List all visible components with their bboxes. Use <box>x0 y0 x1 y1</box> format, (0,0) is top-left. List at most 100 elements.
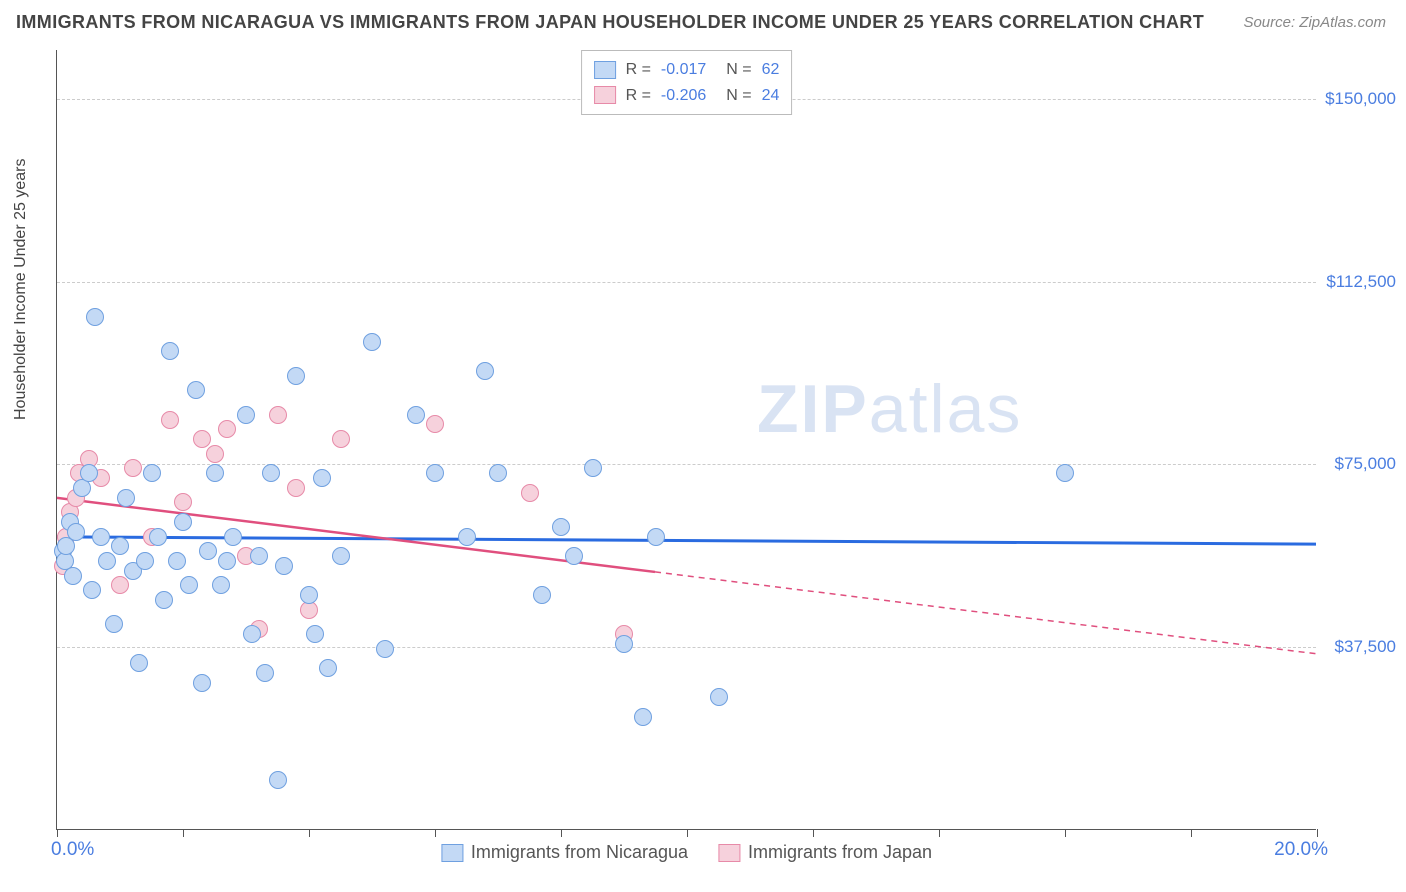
x-tick <box>561 829 562 837</box>
scatter-point-japan <box>206 445 224 463</box>
scatter-point-japan <box>218 420 236 438</box>
scatter-point-nicaragua <box>533 586 551 604</box>
scatter-point-japan <box>269 406 287 424</box>
scatter-point-nicaragua <box>552 518 570 536</box>
watermark-atlas: atlas <box>869 371 1023 447</box>
gridline <box>57 464 1316 465</box>
n-label: N = <box>726 83 751 109</box>
source-label: Source: ZipAtlas.com <box>1243 14 1386 31</box>
scatter-point-nicaragua <box>363 333 381 351</box>
scatter-point-nicaragua <box>67 523 85 541</box>
scatter-point-japan <box>426 415 444 433</box>
swatch-japan <box>594 86 616 104</box>
scatter-point-japan <box>111 576 129 594</box>
scatter-point-japan <box>332 430 350 448</box>
scatter-point-nicaragua <box>458 528 476 546</box>
x-tick <box>1317 829 1318 837</box>
scatter-point-nicaragua <box>224 528 242 546</box>
scatter-point-nicaragua <box>83 581 101 599</box>
n-label: N = <box>726 57 751 83</box>
scatter-point-nicaragua <box>269 771 287 789</box>
y-tick-label: $112,500 <box>1326 272 1396 292</box>
scatter-point-nicaragua <box>155 591 173 609</box>
watermark-zip: ZIP <box>757 371 869 447</box>
scatter-point-nicaragua <box>489 464 507 482</box>
scatter-point-nicaragua <box>206 464 224 482</box>
scatter-point-nicaragua <box>332 547 350 565</box>
scatter-point-nicaragua <box>218 552 236 570</box>
scatter-point-nicaragua <box>117 489 135 507</box>
scatter-point-nicaragua <box>193 674 211 692</box>
scatter-point-nicaragua <box>105 615 123 633</box>
trend-line-nicaragua <box>57 537 1316 544</box>
scatter-point-nicaragua <box>615 635 633 653</box>
scatter-point-nicaragua <box>80 464 98 482</box>
chart-plot-area: ZIPatlas $37,500$75,000$112,500$150,000 … <box>56 50 1316 830</box>
scatter-point-nicaragua <box>237 406 255 424</box>
scatter-point-nicaragua <box>136 552 154 570</box>
scatter-point-nicaragua <box>64 567 82 585</box>
r-value-nicaragua: -0.017 <box>661 57 706 83</box>
correlation-row-nicaragua: R = -0.017 N = 62 <box>594 57 780 83</box>
scatter-point-nicaragua <box>149 528 167 546</box>
legend-label-japan: Immigrants from Japan <box>748 842 932 863</box>
gridline <box>57 282 1316 283</box>
x-axis-end-label: 20.0% <box>1274 839 1328 861</box>
scatter-point-nicaragua <box>287 367 305 385</box>
scatter-point-japan <box>124 459 142 477</box>
x-tick <box>939 829 940 837</box>
scatter-point-nicaragua <box>634 708 652 726</box>
watermark: ZIPatlas <box>757 370 1022 448</box>
x-tick <box>1065 829 1066 837</box>
trend-line-japan-dashed <box>655 572 1316 654</box>
scatter-point-japan <box>174 493 192 511</box>
scatter-point-nicaragua <box>710 688 728 706</box>
x-tick <box>183 829 184 837</box>
legend-item-japan: Immigrants from Japan <box>718 842 932 863</box>
r-value-japan: -0.206 <box>661 83 706 109</box>
scatter-point-nicaragua <box>92 528 110 546</box>
chart-title: IMMIGRANTS FROM NICARAGUA VS IMMIGRANTS … <box>16 12 1204 33</box>
scatter-point-nicaragua <box>174 513 192 531</box>
y-tick-label: $75,000 <box>1335 454 1396 474</box>
y-tick-label: $37,500 <box>1335 637 1396 657</box>
legend-label-nicaragua: Immigrants from Nicaragua <box>471 842 688 863</box>
y-axis-label: Householder Income Under 25 years <box>12 159 30 420</box>
x-tick <box>813 829 814 837</box>
scatter-point-nicaragua <box>143 464 161 482</box>
x-tick <box>309 829 310 837</box>
scatter-point-nicaragua <box>275 557 293 575</box>
trend-lines <box>57 50 1316 829</box>
n-value-japan: 24 <box>762 83 780 109</box>
scatter-point-nicaragua <box>476 362 494 380</box>
scatter-point-nicaragua <box>161 342 179 360</box>
scatter-point-nicaragua <box>262 464 280 482</box>
scatter-point-nicaragua <box>86 308 104 326</box>
scatter-point-nicaragua <box>376 640 394 658</box>
scatter-point-japan <box>161 411 179 429</box>
x-tick <box>687 829 688 837</box>
swatch-nicaragua <box>594 61 616 79</box>
scatter-point-nicaragua <box>306 625 324 643</box>
scatter-point-nicaragua <box>647 528 665 546</box>
scatter-point-japan <box>287 479 305 497</box>
swatch-nicaragua <box>441 844 463 862</box>
scatter-point-nicaragua <box>1056 464 1074 482</box>
scatter-point-nicaragua <box>256 664 274 682</box>
x-tick <box>435 829 436 837</box>
y-tick-label: $150,000 <box>1325 89 1396 109</box>
scatter-point-nicaragua <box>584 459 602 477</box>
scatter-point-nicaragua <box>300 586 318 604</box>
scatter-point-nicaragua <box>426 464 444 482</box>
scatter-point-nicaragua <box>130 654 148 672</box>
x-tick <box>1191 829 1192 837</box>
scatter-point-nicaragua <box>199 542 217 560</box>
scatter-point-nicaragua <box>319 659 337 677</box>
scatter-point-nicaragua <box>313 469 331 487</box>
n-value-nicaragua: 62 <box>762 57 780 83</box>
correlation-row-japan: R = -0.206 N = 24 <box>594 83 780 109</box>
scatter-point-nicaragua <box>168 552 186 570</box>
x-tick <box>57 829 58 837</box>
scatter-point-japan <box>193 430 211 448</box>
scatter-point-nicaragua <box>565 547 583 565</box>
